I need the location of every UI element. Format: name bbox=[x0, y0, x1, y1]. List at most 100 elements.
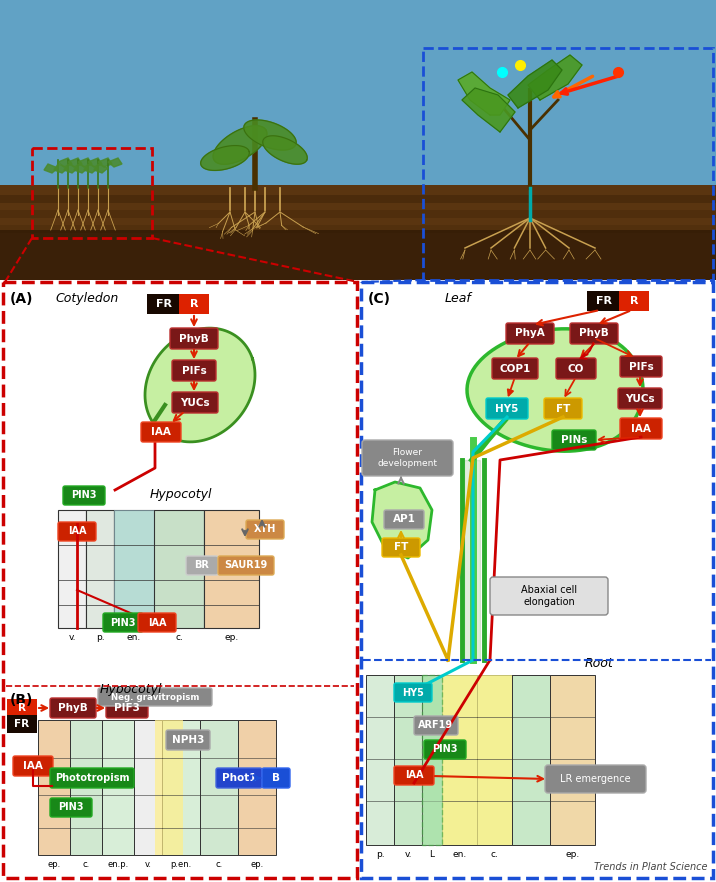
FancyBboxPatch shape bbox=[506, 323, 554, 344]
FancyBboxPatch shape bbox=[172, 392, 218, 413]
Text: p.: p. bbox=[96, 633, 105, 642]
Bar bbox=[422, 675, 442, 845]
Text: en.: en. bbox=[127, 633, 141, 642]
Text: Trends in Plant Science: Trends in Plant Science bbox=[594, 862, 708, 872]
FancyBboxPatch shape bbox=[492, 358, 538, 379]
FancyBboxPatch shape bbox=[179, 294, 209, 314]
Text: v.: v. bbox=[405, 850, 412, 859]
Text: IAA: IAA bbox=[151, 427, 171, 437]
Text: IAA: IAA bbox=[405, 771, 423, 781]
Bar bbox=[366, 675, 394, 845]
Bar bbox=[162, 720, 200, 855]
FancyBboxPatch shape bbox=[7, 699, 37, 717]
Bar bbox=[155, 720, 183, 855]
FancyBboxPatch shape bbox=[141, 422, 181, 442]
Polygon shape bbox=[213, 126, 267, 164]
FancyBboxPatch shape bbox=[103, 613, 143, 632]
FancyBboxPatch shape bbox=[262, 768, 290, 788]
Text: ep.: ep. bbox=[224, 633, 238, 642]
Text: Hypocotyl: Hypocotyl bbox=[150, 488, 213, 501]
FancyBboxPatch shape bbox=[218, 556, 274, 575]
FancyBboxPatch shape bbox=[361, 282, 713, 878]
FancyBboxPatch shape bbox=[246, 520, 284, 539]
Text: FR: FR bbox=[596, 296, 612, 306]
Bar bbox=[512, 675, 550, 845]
Text: BR: BR bbox=[195, 560, 210, 571]
Polygon shape bbox=[98, 158, 112, 167]
Polygon shape bbox=[78, 158, 92, 167]
FancyBboxPatch shape bbox=[186, 556, 218, 575]
Text: Leaf: Leaf bbox=[445, 292, 472, 305]
FancyBboxPatch shape bbox=[50, 768, 134, 788]
Text: en.p.: en.p. bbox=[107, 860, 129, 869]
Text: p.en.: p.en. bbox=[170, 860, 192, 869]
Polygon shape bbox=[458, 72, 510, 115]
Text: (C): (C) bbox=[368, 292, 391, 306]
Text: c.: c. bbox=[82, 860, 90, 869]
FancyBboxPatch shape bbox=[556, 358, 596, 379]
FancyBboxPatch shape bbox=[490, 577, 608, 615]
FancyBboxPatch shape bbox=[384, 510, 424, 529]
Bar bbox=[0, 230, 716, 280]
Polygon shape bbox=[54, 164, 68, 173]
Text: PIN3: PIN3 bbox=[58, 803, 84, 812]
Bar bbox=[86, 510, 114, 628]
FancyBboxPatch shape bbox=[138, 613, 176, 632]
Bar bbox=[394, 675, 422, 845]
Text: CO: CO bbox=[568, 363, 584, 373]
Polygon shape bbox=[145, 328, 255, 442]
Polygon shape bbox=[200, 146, 249, 170]
FancyBboxPatch shape bbox=[172, 360, 216, 381]
Text: Flower
development: Flower development bbox=[377, 448, 437, 467]
Polygon shape bbox=[244, 120, 296, 150]
FancyBboxPatch shape bbox=[619, 291, 649, 311]
Bar bbox=[0, 185, 716, 280]
Text: Neg. gravitropism: Neg. gravitropism bbox=[111, 692, 199, 701]
Text: R: R bbox=[190, 299, 198, 309]
Text: PhyB: PhyB bbox=[579, 328, 609, 339]
Bar bbox=[58, 510, 86, 628]
Text: FR: FR bbox=[14, 719, 29, 729]
Text: HY5: HY5 bbox=[402, 687, 424, 698]
Text: en.: en. bbox=[453, 850, 467, 859]
FancyBboxPatch shape bbox=[414, 716, 458, 735]
Text: c.: c. bbox=[216, 860, 223, 869]
Text: B: B bbox=[272, 773, 280, 783]
Text: L: L bbox=[430, 850, 435, 859]
FancyBboxPatch shape bbox=[362, 440, 453, 476]
Text: R: R bbox=[18, 703, 26, 713]
Bar bbox=[477, 675, 512, 845]
Text: ep.: ep. bbox=[566, 850, 580, 859]
Polygon shape bbox=[508, 60, 562, 108]
Text: PIN3: PIN3 bbox=[72, 490, 97, 500]
Polygon shape bbox=[467, 329, 643, 452]
Text: Cotyledon: Cotyledon bbox=[55, 292, 118, 305]
FancyBboxPatch shape bbox=[13, 756, 53, 776]
Bar bbox=[154, 510, 204, 628]
Bar bbox=[442, 675, 477, 845]
Polygon shape bbox=[372, 482, 432, 558]
Text: ep.: ep. bbox=[47, 860, 61, 869]
Polygon shape bbox=[464, 460, 480, 660]
FancyBboxPatch shape bbox=[424, 740, 466, 759]
Text: PIN3: PIN3 bbox=[432, 744, 458, 754]
Text: YUCs: YUCs bbox=[180, 398, 210, 407]
Text: ep.: ep. bbox=[251, 860, 263, 869]
Polygon shape bbox=[44, 164, 58, 173]
Polygon shape bbox=[462, 88, 515, 132]
Text: IAA: IAA bbox=[23, 761, 43, 771]
FancyBboxPatch shape bbox=[50, 698, 96, 718]
Polygon shape bbox=[528, 55, 582, 100]
Text: PIFs: PIFs bbox=[182, 365, 206, 376]
Text: Hypocotyl: Hypocotyl bbox=[100, 683, 163, 696]
FancyBboxPatch shape bbox=[394, 683, 432, 702]
Text: PhyB: PhyB bbox=[58, 703, 88, 713]
Text: PhyB: PhyB bbox=[179, 333, 209, 343]
Text: LR emergence: LR emergence bbox=[560, 774, 630, 784]
FancyBboxPatch shape bbox=[7, 715, 37, 733]
Text: Phototropism: Phototropism bbox=[54, 773, 130, 783]
Text: PINs: PINs bbox=[561, 435, 587, 445]
Bar bbox=[0, 0, 716, 200]
FancyBboxPatch shape bbox=[63, 486, 105, 505]
FancyBboxPatch shape bbox=[147, 294, 181, 314]
